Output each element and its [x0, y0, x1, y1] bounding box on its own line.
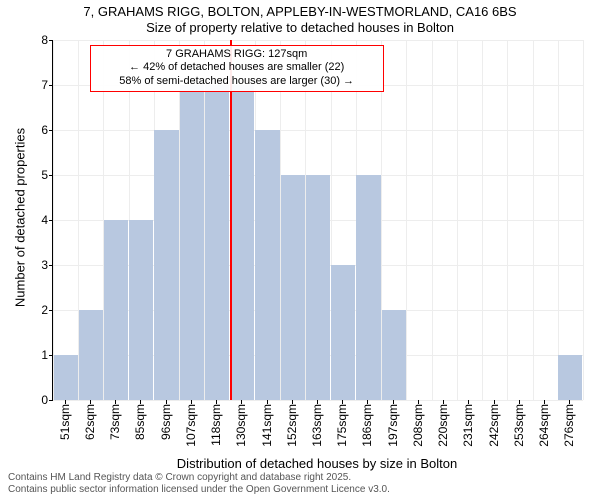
annotation-line: 7 GRAHAMS RIGG: 127sqm — [97, 48, 377, 62]
subject-marker-line — [230, 40, 232, 400]
histogram-bar — [180, 85, 204, 400]
histogram-bar — [54, 355, 78, 400]
x-tick-label: 208sqm — [411, 404, 425, 447]
x-tick-label: 253sqm — [512, 404, 526, 447]
chart-footer: Contains HM Land Registry data © Crown c… — [8, 472, 390, 496]
x-tick-label: 130sqm — [234, 404, 248, 447]
x-tick-label: 118sqm — [209, 404, 223, 446]
x-tick-label: 96sqm — [159, 404, 173, 440]
y-tick-label: 4 — [41, 213, 48, 227]
annotation-line: ← 42% of detached houses are smaller (22… — [97, 61, 377, 75]
y-tick-label: 3 — [41, 258, 48, 272]
y-tick-label: 1 — [41, 348, 48, 362]
x-tick-label: 175sqm — [335, 404, 349, 447]
x-tick-label: 107sqm — [184, 404, 198, 447]
gridline-v — [406, 40, 407, 400]
y-tick-label: 0 — [41, 393, 48, 407]
x-tick-label: 231sqm — [461, 404, 475, 447]
x-tick-label: 62sqm — [83, 404, 97, 440]
footer-line1: Contains HM Land Registry data © Crown c… — [8, 472, 390, 484]
chart-titles: 7, GRAHAMS RIGG, BOLTON, APPLEBY-IN-WEST… — [0, 0, 600, 37]
histogram-bar — [104, 220, 128, 400]
chart-title-line2: Size of property relative to detached ho… — [0, 20, 600, 36]
gridline-v — [482, 40, 483, 400]
x-axis-title: Distribution of detached houses by size … — [52, 456, 582, 471]
x-tick-label: 152sqm — [285, 404, 299, 447]
x-tick-label: 73sqm — [108, 404, 122, 440]
x-tick-label: 242sqm — [487, 404, 501, 447]
gridline-v — [533, 40, 534, 400]
x-tick-label: 264sqm — [537, 404, 551, 447]
y-tick-label: 2 — [41, 303, 48, 317]
y-tick-label: 5 — [41, 168, 48, 182]
x-tick-label: 141sqm — [260, 404, 274, 447]
gridline-h — [53, 130, 583, 131]
gridline-v — [507, 40, 508, 400]
property-size-chart: 7, GRAHAMS RIGG, BOLTON, APPLEBY-IN-WEST… — [0, 0, 600, 500]
histogram-bar — [382, 310, 406, 400]
histogram-bar — [306, 175, 330, 400]
histogram-bar — [230, 85, 254, 400]
gridline-h — [53, 40, 583, 41]
gridline-v — [558, 40, 559, 400]
y-tick-label: 7 — [41, 78, 48, 92]
histogram-bar — [79, 310, 103, 400]
y-tick-label: 8 — [41, 33, 48, 47]
footer-line2: Contains public sector information licen… — [8, 484, 390, 496]
gridline-v — [432, 40, 433, 400]
gridline-v — [457, 40, 458, 400]
histogram-bar — [129, 220, 153, 400]
histogram-bar — [205, 85, 229, 400]
gridline-v — [583, 40, 584, 400]
y-tick-label: 6 — [41, 123, 48, 137]
plot-area: 7 GRAHAMS RIGG: 127sqm← 42% of detached … — [52, 40, 583, 401]
x-tick-label: 85sqm — [133, 404, 147, 440]
histogram-bar — [331, 265, 355, 400]
x-tick-label: 220sqm — [436, 404, 450, 447]
x-tick-label: 51sqm — [58, 404, 72, 440]
histogram-bar — [255, 130, 279, 400]
subject-annotation: 7 GRAHAMS RIGG: 127sqm← 42% of detached … — [90, 45, 384, 92]
histogram-bar — [154, 130, 178, 400]
annotation-line: 58% of semi-detached houses are larger (… — [97, 75, 377, 89]
gridline-v — [53, 40, 54, 400]
x-tick-label: 276sqm — [562, 404, 576, 447]
x-tick-label: 197sqm — [386, 404, 400, 447]
x-tick-label: 163sqm — [310, 404, 324, 447]
histogram-bar — [281, 175, 305, 400]
y-axis: 012345678 — [0, 40, 52, 400]
x-axis: 51sqm 62sqm 73sqm 85sqm 96sqm 107sqm 118sqm 130… — [52, 400, 582, 460]
x-tick-label: 186sqm — [360, 404, 374, 447]
histogram-bar — [558, 355, 582, 400]
chart-title-line1: 7, GRAHAMS RIGG, BOLTON, APPLEBY-IN-WEST… — [0, 4, 600, 20]
histogram-bar — [356, 175, 380, 400]
